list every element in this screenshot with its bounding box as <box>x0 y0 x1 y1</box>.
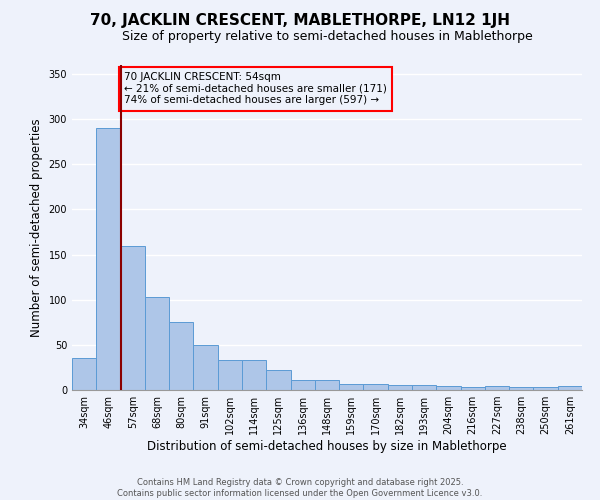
Bar <box>266 370 290 390</box>
Text: Contains HM Land Registry data © Crown copyright and database right 2025.
Contai: Contains HM Land Registry data © Crown c… <box>118 478 482 498</box>
Bar <box>145 297 169 390</box>
Bar <box>96 128 121 390</box>
Text: 70, JACKLIN CRESCENT, MABLETHORPE, LN12 1JH: 70, JACKLIN CRESCENT, MABLETHORPE, LN12 … <box>90 12 510 28</box>
Bar <box>242 360 266 390</box>
Bar <box>315 380 339 390</box>
Bar <box>533 388 558 390</box>
Bar <box>364 384 388 390</box>
Bar <box>218 360 242 390</box>
Text: 70 JACKLIN CRESCENT: 54sqm
← 21% of semi-detached houses are smaller (171)
74% o: 70 JACKLIN CRESCENT: 54sqm ← 21% of semi… <box>124 72 387 106</box>
Bar <box>169 322 193 390</box>
Bar <box>290 380 315 390</box>
Bar <box>412 386 436 390</box>
X-axis label: Distribution of semi-detached houses by size in Mablethorpe: Distribution of semi-detached houses by … <box>147 440 507 453</box>
Bar <box>121 246 145 390</box>
Bar <box>509 388 533 390</box>
Bar <box>436 386 461 390</box>
Bar <box>72 358 96 390</box>
Bar <box>558 386 582 390</box>
Bar <box>461 388 485 390</box>
Bar <box>193 345 218 390</box>
Bar <box>485 386 509 390</box>
Bar <box>339 384 364 390</box>
Y-axis label: Number of semi-detached properties: Number of semi-detached properties <box>30 118 43 337</box>
Title: Size of property relative to semi-detached houses in Mablethorpe: Size of property relative to semi-detach… <box>122 30 532 43</box>
Bar <box>388 384 412 390</box>
